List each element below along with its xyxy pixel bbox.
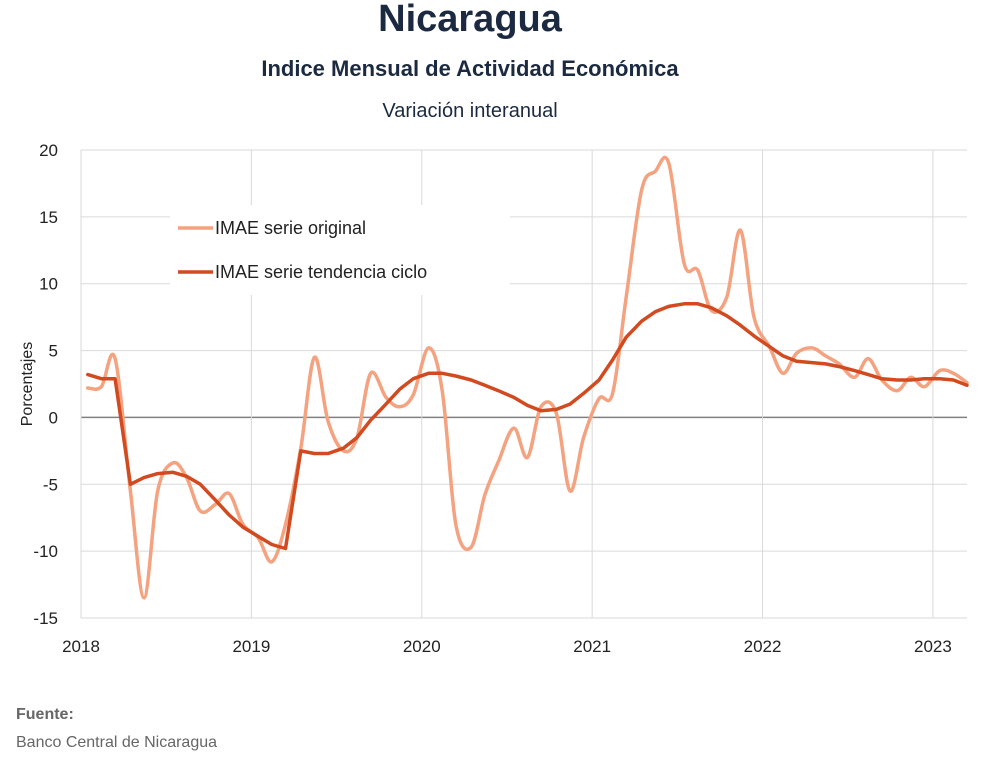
x-tick-label: 2018: [62, 637, 100, 656]
y-tick-label: 15: [39, 208, 58, 227]
y-tick-label: 10: [39, 275, 58, 294]
x-tick-label: 2023: [914, 637, 952, 656]
x-tick-label: 2022: [744, 637, 782, 656]
y-tick-label: -5: [43, 475, 58, 494]
line-chart: 20 15 10 5 0 -5 -10 -15 2018 2019 2020 2021 2022 202…: [19, 141, 969, 656]
legend: IMAE serie original IMAE serie tendencia…: [170, 205, 510, 295]
legend-label-original: IMAE serie original: [215, 218, 366, 238]
chart-subsubtitle: Variación interanual: [382, 100, 558, 122]
legend-background: [170, 205, 510, 295]
legend-label-trend: IMAE serie tendencia ciclo: [215, 262, 427, 282]
chart-subtitle: Indice Mensual de Actividad Económica: [261, 56, 679, 81]
series-line-trend: [86, 302, 969, 551]
y-tick-label: -10: [33, 542, 58, 561]
x-tick-label: 2019: [232, 637, 270, 656]
source-label: Fuente:: [16, 706, 74, 723]
chart-title: Nicaragua: [378, 0, 562, 40]
series-line-original: [86, 155, 969, 600]
y-tick-label: -15: [33, 609, 58, 628]
source-text: Banco Central de Nicaragua: [16, 734, 218, 751]
y-tick-label: 0: [49, 408, 58, 427]
x-tick-label: 2020: [403, 637, 441, 656]
gridlines: [80, 149, 967, 619]
series-lines: [86, 155, 969, 600]
y-axis-label: Porcentajes: [19, 342, 36, 427]
x-axis-ticks: 2018 2019 2020 2021 2022 2023: [62, 637, 952, 656]
y-tick-label: 5: [49, 342, 58, 361]
y-axis-ticks: 20 15 10 5 0 -5 -10 -15: [33, 141, 58, 628]
y-tick-label: 20: [39, 141, 58, 160]
x-tick-label: 2021: [573, 637, 611, 656]
